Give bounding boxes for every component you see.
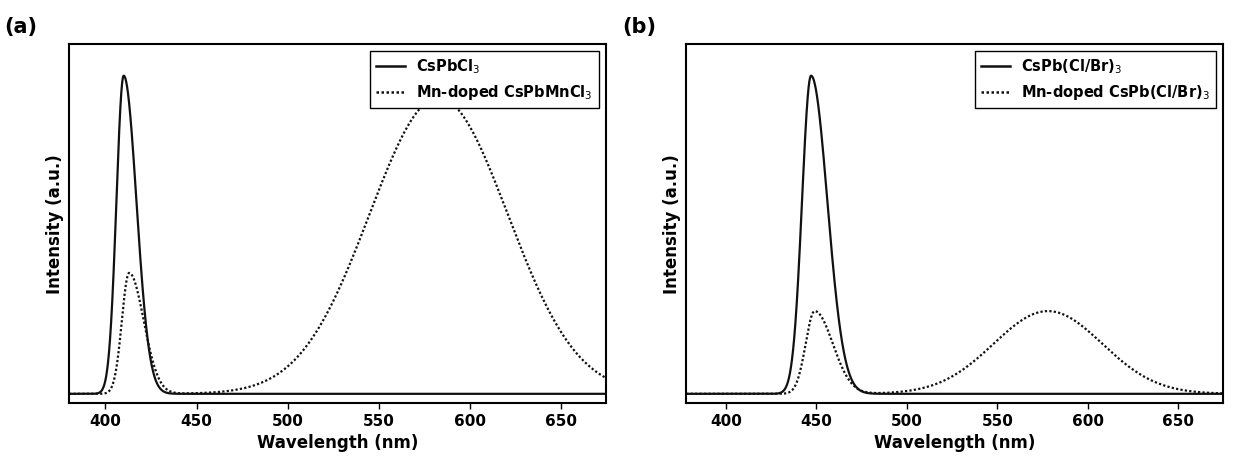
- Y-axis label: Intensity (a.u.): Intensity (a.u.): [662, 154, 681, 294]
- Legend: CsPb(Cl/Br)$_3$, Mn-doped CsPb(Cl/Br)$_3$: CsPb(Cl/Br)$_3$, Mn-doped CsPb(Cl/Br)$_3…: [975, 51, 1216, 108]
- Text: (a): (a): [5, 17, 37, 37]
- Text: (b): (b): [622, 17, 656, 37]
- Legend: CsPbCl$_3$, Mn-doped CsPbMnCl$_3$: CsPbCl$_3$, Mn-doped CsPbMnCl$_3$: [370, 51, 599, 108]
- X-axis label: Wavelength (nm): Wavelength (nm): [874, 434, 1035, 452]
- X-axis label: Wavelength (nm): Wavelength (nm): [257, 434, 418, 452]
- Y-axis label: Intensity (a.u.): Intensity (a.u.): [46, 154, 63, 294]
